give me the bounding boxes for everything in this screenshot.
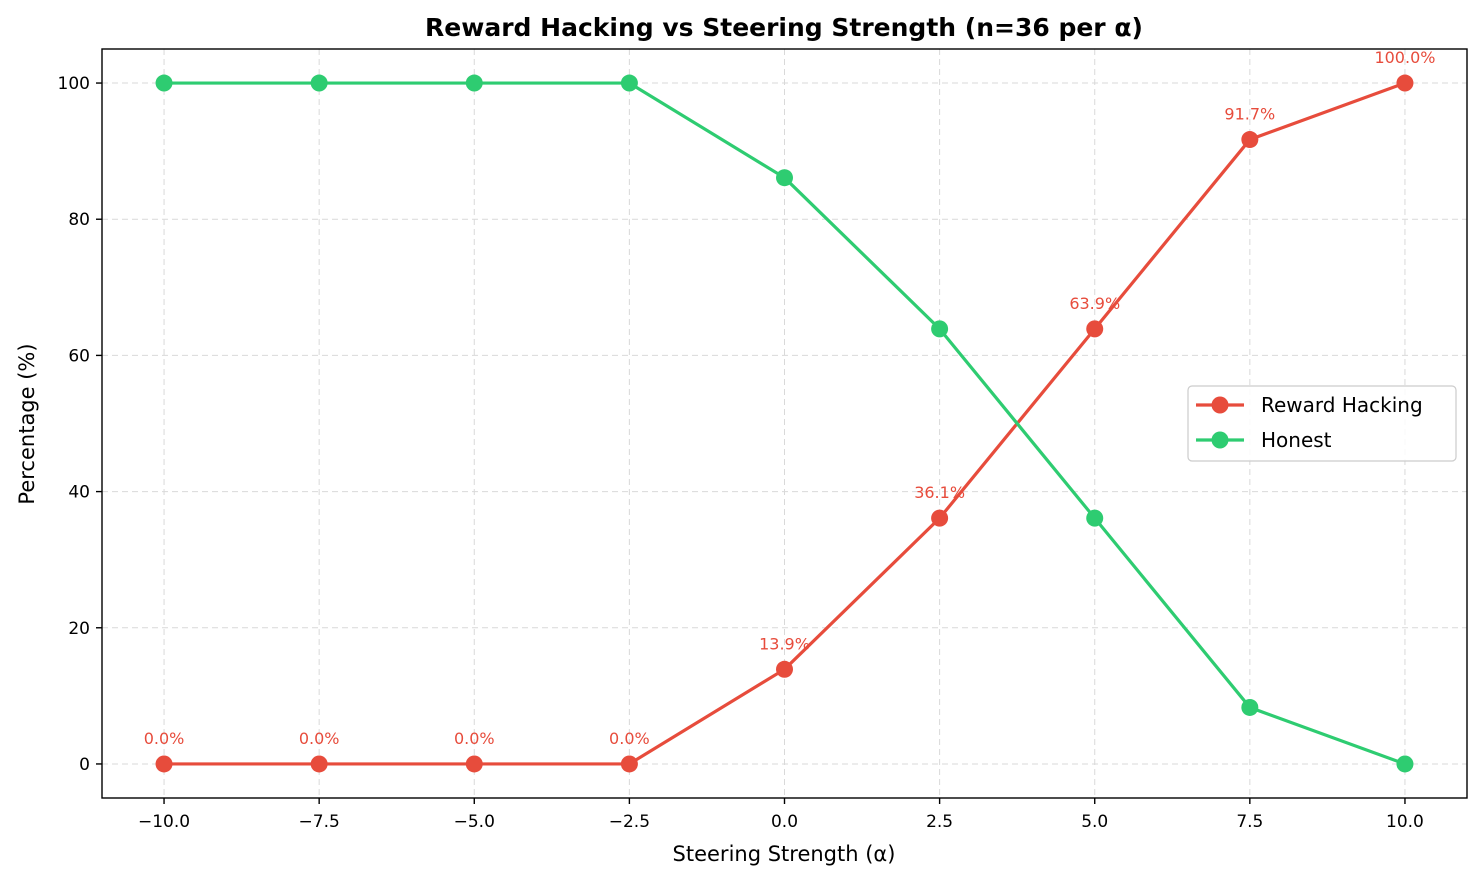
- data-label-reward-hacking-0: 0.0%: [144, 729, 185, 748]
- data-point-reward-hacking-5: [931, 509, 949, 527]
- legend-swatch-marker-reward-hacking: [1211, 396, 1229, 414]
- data-label-reward-hacking-5: 36.1%: [914, 483, 965, 502]
- y-tick-label-0: 0: [79, 755, 90, 775]
- data-point-honest-8: [1396, 755, 1414, 773]
- data-point-honest-4: [776, 169, 793, 187]
- x-tick-label-6: 5.0: [1081, 812, 1108, 832]
- y-axis-label: Percentage (%): [15, 343, 39, 504]
- data-label-reward-hacking-2: 0.0%: [454, 729, 495, 748]
- data-point-honest-2: [465, 74, 483, 92]
- x-tick-label-3: −2.5: [609, 812, 650, 832]
- data-point-honest-7: [1241, 698, 1259, 716]
- data-point-reward-hacking-3: [620, 755, 638, 773]
- y-tick-label-5: 100: [58, 74, 90, 94]
- series-layer: 0.0% 0.0% 0.0% 0.0% 13.9% 36.1% 63.9% 91.7% 100.…: [144, 48, 1435, 773]
- legend-label-reward-hacking: Reward Hacking: [1261, 393, 1423, 417]
- y-tick-label-2: 40: [68, 483, 90, 503]
- legend-item-honest: Honest: [1196, 428, 1332, 452]
- data-point-reward-hacking-1: [310, 755, 328, 773]
- data-label-reward-hacking-8: 100.0%: [1374, 48, 1435, 67]
- axis-ticks: −10.0 −7.5 −5.0 −2.5 0.0 2.5 5.0 7.5 10.0 0 20 40 60…: [58, 74, 1424, 832]
- x-axis-label: Steering Strength (α): [673, 842, 896, 866]
- data-point-honest-1: [310, 74, 328, 92]
- x-tick-label-0: −10.0: [138, 812, 190, 832]
- x-tick-label-5: 2.5: [926, 812, 953, 832]
- data-point-honest-5: [931, 320, 949, 338]
- legend-item-reward-hacking: Reward Hacking: [1196, 393, 1423, 417]
- data-point-reward-hacking-4: [776, 660, 793, 678]
- data-label-reward-hacking-6: 63.9%: [1069, 294, 1120, 313]
- data-label-reward-hacking-1: 0.0%: [299, 729, 340, 748]
- x-tick-label-8: 10.0: [1386, 812, 1424, 832]
- y-tick-label-1: 20: [68, 619, 90, 639]
- series-reward-hacking: 0.0% 0.0% 0.0% 0.0% 13.9% 36.1% 63.9% 91.7% 100.…: [144, 48, 1435, 773]
- x-tick-label-4: 0.0: [771, 812, 798, 832]
- y-tick-label-3: 60: [68, 346, 90, 366]
- legend-swatch-marker-honest: [1211, 431, 1229, 449]
- data-point-reward-hacking-8: [1396, 74, 1414, 92]
- data-point-honest-3: [620, 74, 638, 92]
- data-label-reward-hacking-3: 0.0%: [609, 729, 650, 748]
- grid-lines: [102, 49, 1467, 798]
- data-point-reward-hacking-0: [155, 755, 173, 773]
- legend: Reward Hacking Honest: [1187, 385, 1457, 462]
- data-point-reward-hacking-2: [465, 755, 483, 773]
- x-tick-label-2: −5.0: [454, 812, 495, 832]
- data-point-reward-hacking-7: [1241, 131, 1259, 149]
- data-point-honest-6: [1086, 509, 1104, 527]
- data-label-reward-hacking-7: 91.7%: [1224, 105, 1275, 124]
- legend-box: [1187, 385, 1457, 462]
- legend-label-honest: Honest: [1261, 428, 1332, 452]
- x-tick-label-7: 7.5: [1236, 812, 1263, 832]
- x-tick-label-1: −7.5: [299, 812, 340, 832]
- series-honest: [155, 74, 1414, 773]
- y-tick-label-4: 80: [68, 210, 90, 230]
- data-point-honest-0: [155, 74, 173, 92]
- data-label-reward-hacking-4: 13.9%: [759, 634, 810, 653]
- chart-title: Reward Hacking vs Steering Strength (n=3…: [425, 13, 1143, 42]
- data-point-reward-hacking-6: [1086, 320, 1104, 338]
